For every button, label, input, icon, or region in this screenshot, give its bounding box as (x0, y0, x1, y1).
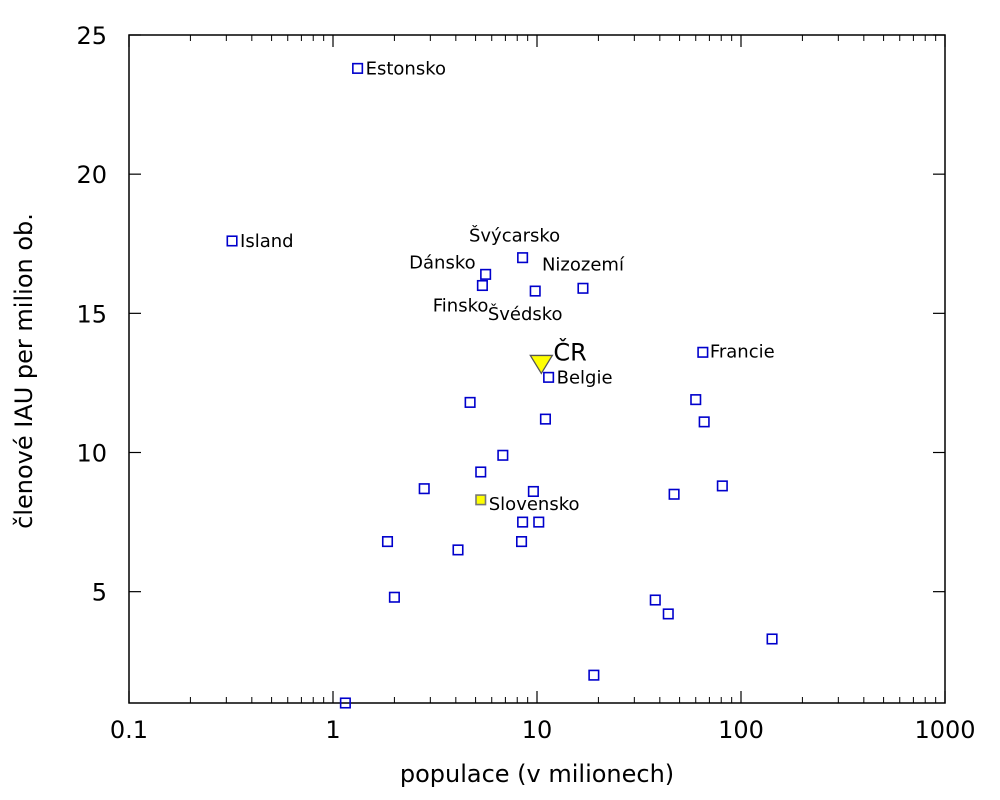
axis-ticks (128, 34, 946, 703)
point-label: Finsko (433, 296, 489, 317)
data-point (381, 536, 394, 548)
data-point (517, 252, 529, 264)
y-tick-label: 15 (76, 300, 107, 328)
x-tick-label: 10 (522, 716, 553, 744)
data-point (452, 544, 464, 556)
data-point (539, 413, 551, 425)
data-point (766, 633, 778, 645)
data-point (475, 494, 487, 506)
data-point (352, 62, 364, 74)
data-point (533, 516, 545, 528)
data-point (476, 279, 488, 292)
data-point (516, 536, 528, 548)
data-point (716, 480, 728, 492)
plot-area-frame (128, 34, 946, 704)
point-labels: Estonsko Island Švýcarsko Dánsko Nizozemí Fin… (240, 58, 775, 514)
x-tick-label: 1 (325, 716, 340, 744)
data-point (418, 483, 430, 495)
data-point (649, 594, 661, 606)
y-tick-label: 10 (76, 440, 107, 468)
data-point (226, 235, 238, 247)
y-tick-label: 5 (92, 579, 107, 607)
point-label: Estonsko (366, 58, 446, 79)
data-point (339, 697, 351, 709)
x-tick-label: 0.1 (110, 716, 148, 744)
point-label: Švýcarsko (469, 225, 560, 247)
data-points (226, 62, 778, 709)
point-label: Island (240, 231, 294, 252)
data-point-triangle (529, 354, 554, 375)
data-point (529, 285, 541, 297)
x-tick-label: 1000 (914, 716, 975, 744)
point-label: Francie (710, 341, 775, 362)
data-point (497, 449, 509, 461)
data-point (668, 488, 680, 500)
data-point (480, 268, 492, 280)
y-tick-label: 20 (76, 161, 107, 189)
data-point (464, 396, 476, 408)
point-label: Belgie (557, 367, 613, 388)
data-point (690, 394, 702, 406)
point-label: Dánsko (409, 252, 475, 273)
tick-labels: 0.1 1 10 100 1000 5 10 15 20 25 (76, 22, 975, 744)
data-point (698, 416, 710, 428)
data-point (543, 371, 555, 383)
y-tick-label: 25 (76, 22, 107, 50)
x-axis-title: populace (v milionech) (400, 760, 674, 788)
point-label: Švédsko (488, 303, 563, 325)
y-axis-title: členové IAU per milion ob. (10, 213, 38, 529)
data-point (697, 346, 709, 358)
point-label: ČR (553, 336, 586, 366)
data-point (475, 466, 487, 478)
data-point (662, 608, 674, 620)
data-point (527, 485, 539, 498)
data-point (388, 591, 400, 603)
point-label: Nizozemí (542, 254, 625, 275)
x-tick-label: 100 (718, 716, 764, 744)
point-label: Slovensko (489, 494, 580, 515)
data-point (517, 516, 529, 528)
data-point (588, 669, 600, 681)
data-point (577, 282, 589, 294)
